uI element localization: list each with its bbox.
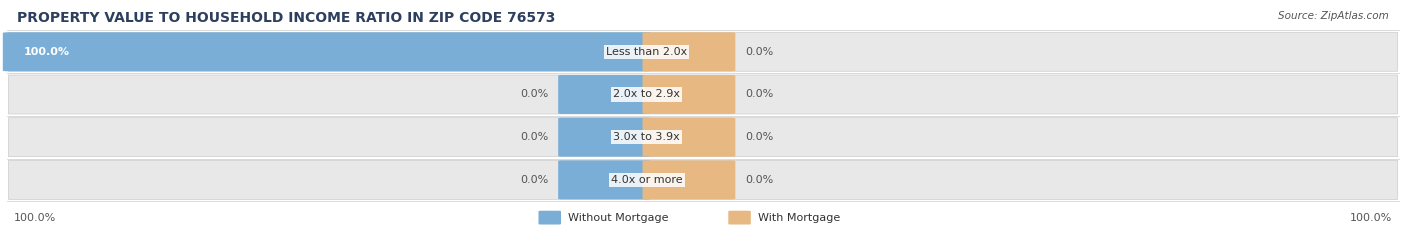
Text: Source: ZipAtlas.com: Source: ZipAtlas.com bbox=[1278, 11, 1389, 21]
FancyBboxPatch shape bbox=[643, 75, 735, 114]
FancyBboxPatch shape bbox=[8, 161, 1398, 199]
FancyBboxPatch shape bbox=[643, 118, 735, 157]
Text: 100.0%: 100.0% bbox=[1350, 213, 1392, 223]
FancyBboxPatch shape bbox=[643, 161, 735, 199]
Text: 2.0x to 2.9x: 2.0x to 2.9x bbox=[613, 89, 681, 99]
Text: 100.0%: 100.0% bbox=[24, 47, 70, 57]
Text: 0.0%: 0.0% bbox=[745, 47, 773, 57]
Text: Without Mortgage: Without Mortgage bbox=[568, 213, 668, 223]
FancyBboxPatch shape bbox=[558, 75, 651, 114]
Text: 4.0x or more: 4.0x or more bbox=[612, 175, 682, 185]
FancyBboxPatch shape bbox=[728, 211, 751, 225]
FancyBboxPatch shape bbox=[538, 211, 561, 225]
Text: 0.0%: 0.0% bbox=[745, 89, 773, 99]
Text: 0.0%: 0.0% bbox=[745, 132, 773, 142]
FancyBboxPatch shape bbox=[3, 32, 651, 71]
Text: With Mortgage: With Mortgage bbox=[758, 213, 839, 223]
Text: 0.0%: 0.0% bbox=[745, 175, 773, 185]
FancyBboxPatch shape bbox=[8, 118, 1398, 157]
Text: 3.0x to 3.9x: 3.0x to 3.9x bbox=[613, 132, 681, 142]
FancyBboxPatch shape bbox=[643, 32, 735, 71]
Text: Less than 2.0x: Less than 2.0x bbox=[606, 47, 688, 57]
FancyBboxPatch shape bbox=[8, 75, 1398, 114]
Text: 0.0%: 0.0% bbox=[520, 89, 548, 99]
Text: 0.0%: 0.0% bbox=[520, 175, 548, 185]
Text: 0.0%: 0.0% bbox=[520, 132, 548, 142]
FancyBboxPatch shape bbox=[558, 118, 651, 157]
FancyBboxPatch shape bbox=[558, 161, 651, 199]
FancyBboxPatch shape bbox=[8, 32, 1398, 71]
Text: PROPERTY VALUE TO HOUSEHOLD INCOME RATIO IN ZIP CODE 76573: PROPERTY VALUE TO HOUSEHOLD INCOME RATIO… bbox=[17, 11, 555, 25]
Text: 100.0%: 100.0% bbox=[14, 213, 56, 223]
